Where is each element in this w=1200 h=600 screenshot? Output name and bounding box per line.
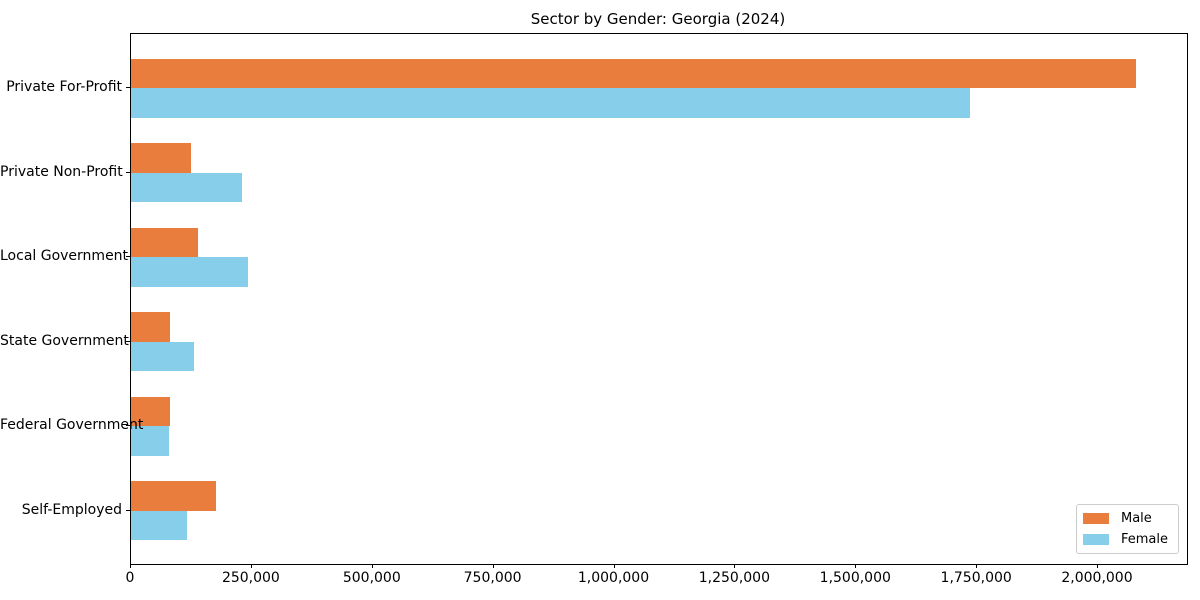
bar-female-state-government <box>131 341 195 371</box>
bar-female-federal-government <box>131 426 169 456</box>
y-tick-label-local-government: Local Government <box>0 248 129 264</box>
y-tick-label-federal-government: Federal Government <box>0 417 144 433</box>
x-tick-label: 1,500,000 <box>819 570 891 586</box>
x-tick-label: 0 <box>125 570 135 586</box>
x-tick-label: 500,000 <box>342 570 401 586</box>
bar-male-local-government <box>131 227 198 257</box>
x-tick-mark <box>613 564 615 568</box>
x-tick-label: 1,250,000 <box>698 570 771 586</box>
x-tick-mark <box>130 564 131 568</box>
x-tick-label: 1,000,000 <box>577 570 650 586</box>
x-tick-mark <box>492 564 494 568</box>
y-tick-label-private-non-profit: Private Non-Profit <box>0 163 123 180</box>
chart-title: Sector by Gender: Georgia (2024) <box>530 10 786 28</box>
x-tick-label: 250,000 <box>221 570 280 586</box>
bar-female-private-for-profit <box>131 88 971 118</box>
bar-male-private-for-profit <box>131 58 1136 88</box>
y-tick-label-state-government: State Government <box>0 332 129 349</box>
y-tick-mark <box>126 171 130 173</box>
legend-entry-male: Male <box>1082 511 1168 526</box>
x-tick-label: 1,750,000 <box>940 570 1012 586</box>
bar-female-self-employed <box>131 510 188 540</box>
legend-entry-female: Female <box>1082 532 1168 547</box>
y-tick-mark <box>126 87 130 88</box>
legend: Male Female <box>1075 504 1179 554</box>
bar-female-private-non-profit <box>131 172 243 202</box>
x-tick-label: 2,000,000 <box>1061 570 1133 586</box>
legend-swatch-female <box>1082 534 1109 545</box>
bar-female-local-government <box>131 257 248 287</box>
legend-label-male: Male <box>1120 511 1152 526</box>
legend-label-female: Female <box>1120 532 1168 547</box>
y-tick-label-private-for-profit: Private For-Profit <box>6 79 122 95</box>
x-tick-mark <box>1097 564 1098 568</box>
y-tick-mark <box>126 256 130 257</box>
bar-male-self-employed <box>131 481 217 511</box>
x-tick-mark <box>855 564 857 568</box>
x-tick-mark <box>371 564 373 568</box>
y-tick-mark <box>126 425 130 426</box>
x-tick-mark <box>976 564 978 568</box>
bar-male-federal-government <box>131 396 171 426</box>
x-tick-mark <box>734 564 736 568</box>
legend-swatch-male <box>1082 513 1109 524</box>
x-tick-mark <box>250 564 252 568</box>
bar-male-state-government <box>131 312 170 342</box>
y-tick-mark <box>126 340 130 342</box>
plot-area: Male Female <box>130 33 1188 565</box>
x-tick-label: 750,000 <box>463 570 522 586</box>
y-tick-mark <box>126 509 130 511</box>
bar-male-private-non-profit <box>131 143 192 173</box>
y-tick-label-self-employed: Self-Employed <box>21 501 122 518</box>
